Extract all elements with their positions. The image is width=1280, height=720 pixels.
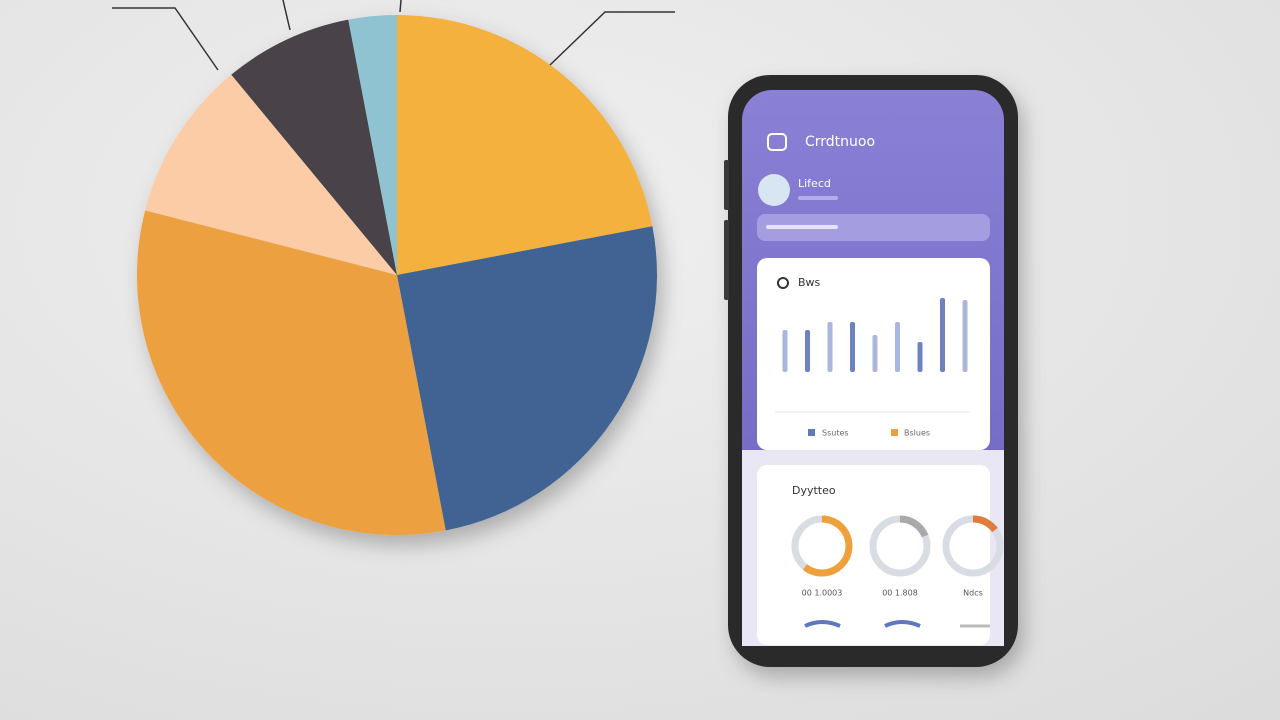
- leader-line: [399, 0, 402, 13]
- phone-button: [724, 220, 729, 300]
- pie-slice: [231, 19, 397, 275]
- pie-slice: [145, 74, 397, 275]
- pie-slice: [397, 15, 653, 275]
- legend-swatch: [891, 429, 898, 436]
- nav-icon[interactable]: [804, 620, 841, 628]
- bar: [805, 330, 810, 372]
- app-icon: [767, 133, 787, 151]
- donut-label: 00 1.0003: [802, 589, 843, 598]
- placeholder: [798, 196, 838, 200]
- bar: [872, 335, 878, 372]
- bar: [962, 300, 968, 372]
- bar: [917, 342, 923, 372]
- bar: [940, 298, 945, 372]
- bar: [850, 322, 855, 372]
- leader-lines: [112, 0, 675, 71]
- card-icon: [777, 277, 789, 289]
- pie-slice: [397, 226, 657, 531]
- phone-button: [724, 160, 729, 210]
- donut-label: Ndcs: [963, 589, 983, 598]
- user-name: Lifecd: [798, 177, 831, 190]
- app-title: Crrdtnuoo: [805, 134, 875, 150]
- leader-line: [282, 0, 291, 31]
- donut-arc: [972, 515, 998, 533]
- card-title: Bws: [798, 276, 821, 289]
- bar-chart: [782, 298, 968, 372]
- bar: [782, 330, 788, 372]
- placeholder: [766, 225, 838, 229]
- donut-label: 00 1.808: [882, 589, 918, 598]
- card-title: Dyytteo: [792, 484, 836, 497]
- leader-line: [112, 7, 219, 71]
- bar: [895, 322, 900, 372]
- donut-arc: [802, 515, 853, 577]
- pie-chart: [136, 15, 657, 536]
- donuts: [791, 515, 1004, 577]
- pie-slice: [348, 15, 397, 275]
- donut-arc: [899, 515, 929, 538]
- leader-line: [549, 11, 675, 66]
- search-bar[interactable]: [757, 214, 990, 241]
- phone: Crrdtnuoo Lifecd Bws Ssutes Bslues Dyytt…: [724, 75, 1018, 667]
- pie-slice: [136, 210, 446, 536]
- legend-swatch: [808, 429, 815, 436]
- legend-label: Bslues: [904, 429, 930, 438]
- nav-icon[interactable]: [884, 620, 921, 628]
- avatar: [758, 174, 790, 206]
- bar: [827, 322, 833, 372]
- legend-label: Ssutes: [822, 429, 849, 438]
